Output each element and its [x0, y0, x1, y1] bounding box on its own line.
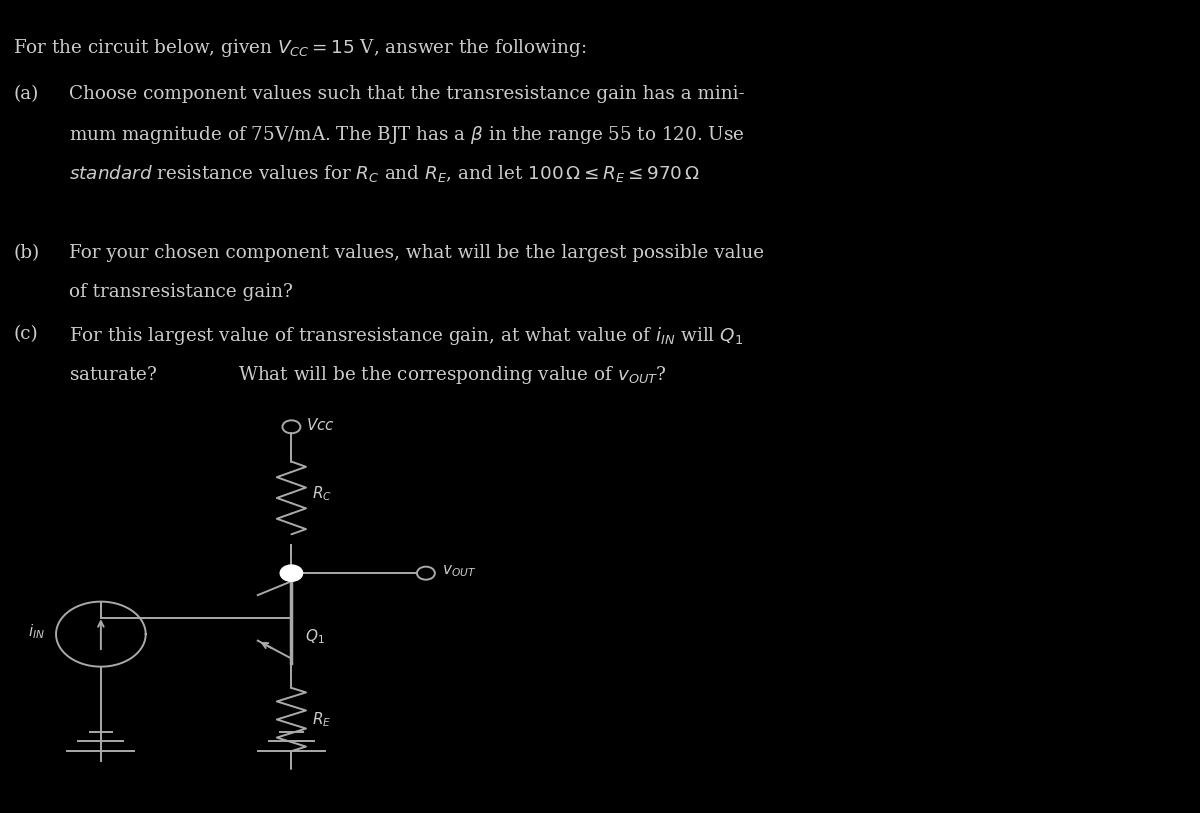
Text: $R_E$: $R_E$: [312, 710, 331, 729]
Text: For this largest value of transresistance gain, at what value of $i_{IN}$ will $: For this largest value of transresistanc…: [70, 325, 744, 347]
Text: (c): (c): [13, 325, 38, 343]
Text: For the circuit below, given $V_{CC} = 15$ V, answer the following:: For the circuit below, given $V_{CC} = 1…: [13, 37, 587, 59]
Circle shape: [281, 565, 302, 581]
Text: of transresistance gain?: of transresistance gain?: [70, 283, 293, 301]
Text: (a): (a): [13, 85, 38, 103]
Text: $R_C$: $R_C$: [312, 485, 331, 503]
Text: $i_{IN}$: $i_{IN}$: [28, 622, 44, 641]
Text: $Q_1$: $Q_1$: [305, 628, 324, 646]
Text: For your chosen component values, what will be the largest possible value: For your chosen component values, what w…: [70, 244, 764, 262]
Text: Choose component values such that the transresistance gain has a mini-: Choose component values such that the tr…: [70, 85, 745, 103]
Text: mum magnitude of 75V/mA. The BJT has a $\beta$ in the range 55 to 120. Use: mum magnitude of 75V/mA. The BJT has a $…: [70, 124, 745, 146]
Text: $Vcc$: $Vcc$: [306, 417, 335, 433]
Text: $v_{OUT}$: $v_{OUT}$: [442, 563, 476, 580]
Text: saturate?              What will be the corresponding value of $v_{OUT}$?: saturate? What will be the corresponding…: [70, 364, 667, 386]
Text: $\it{standard}$ resistance values for $R_C$ and $R_E$, and let $100\,\Omega \leq: $\it{standard}$ resistance values for $R…: [70, 163, 701, 185]
Text: (b): (b): [13, 244, 40, 262]
